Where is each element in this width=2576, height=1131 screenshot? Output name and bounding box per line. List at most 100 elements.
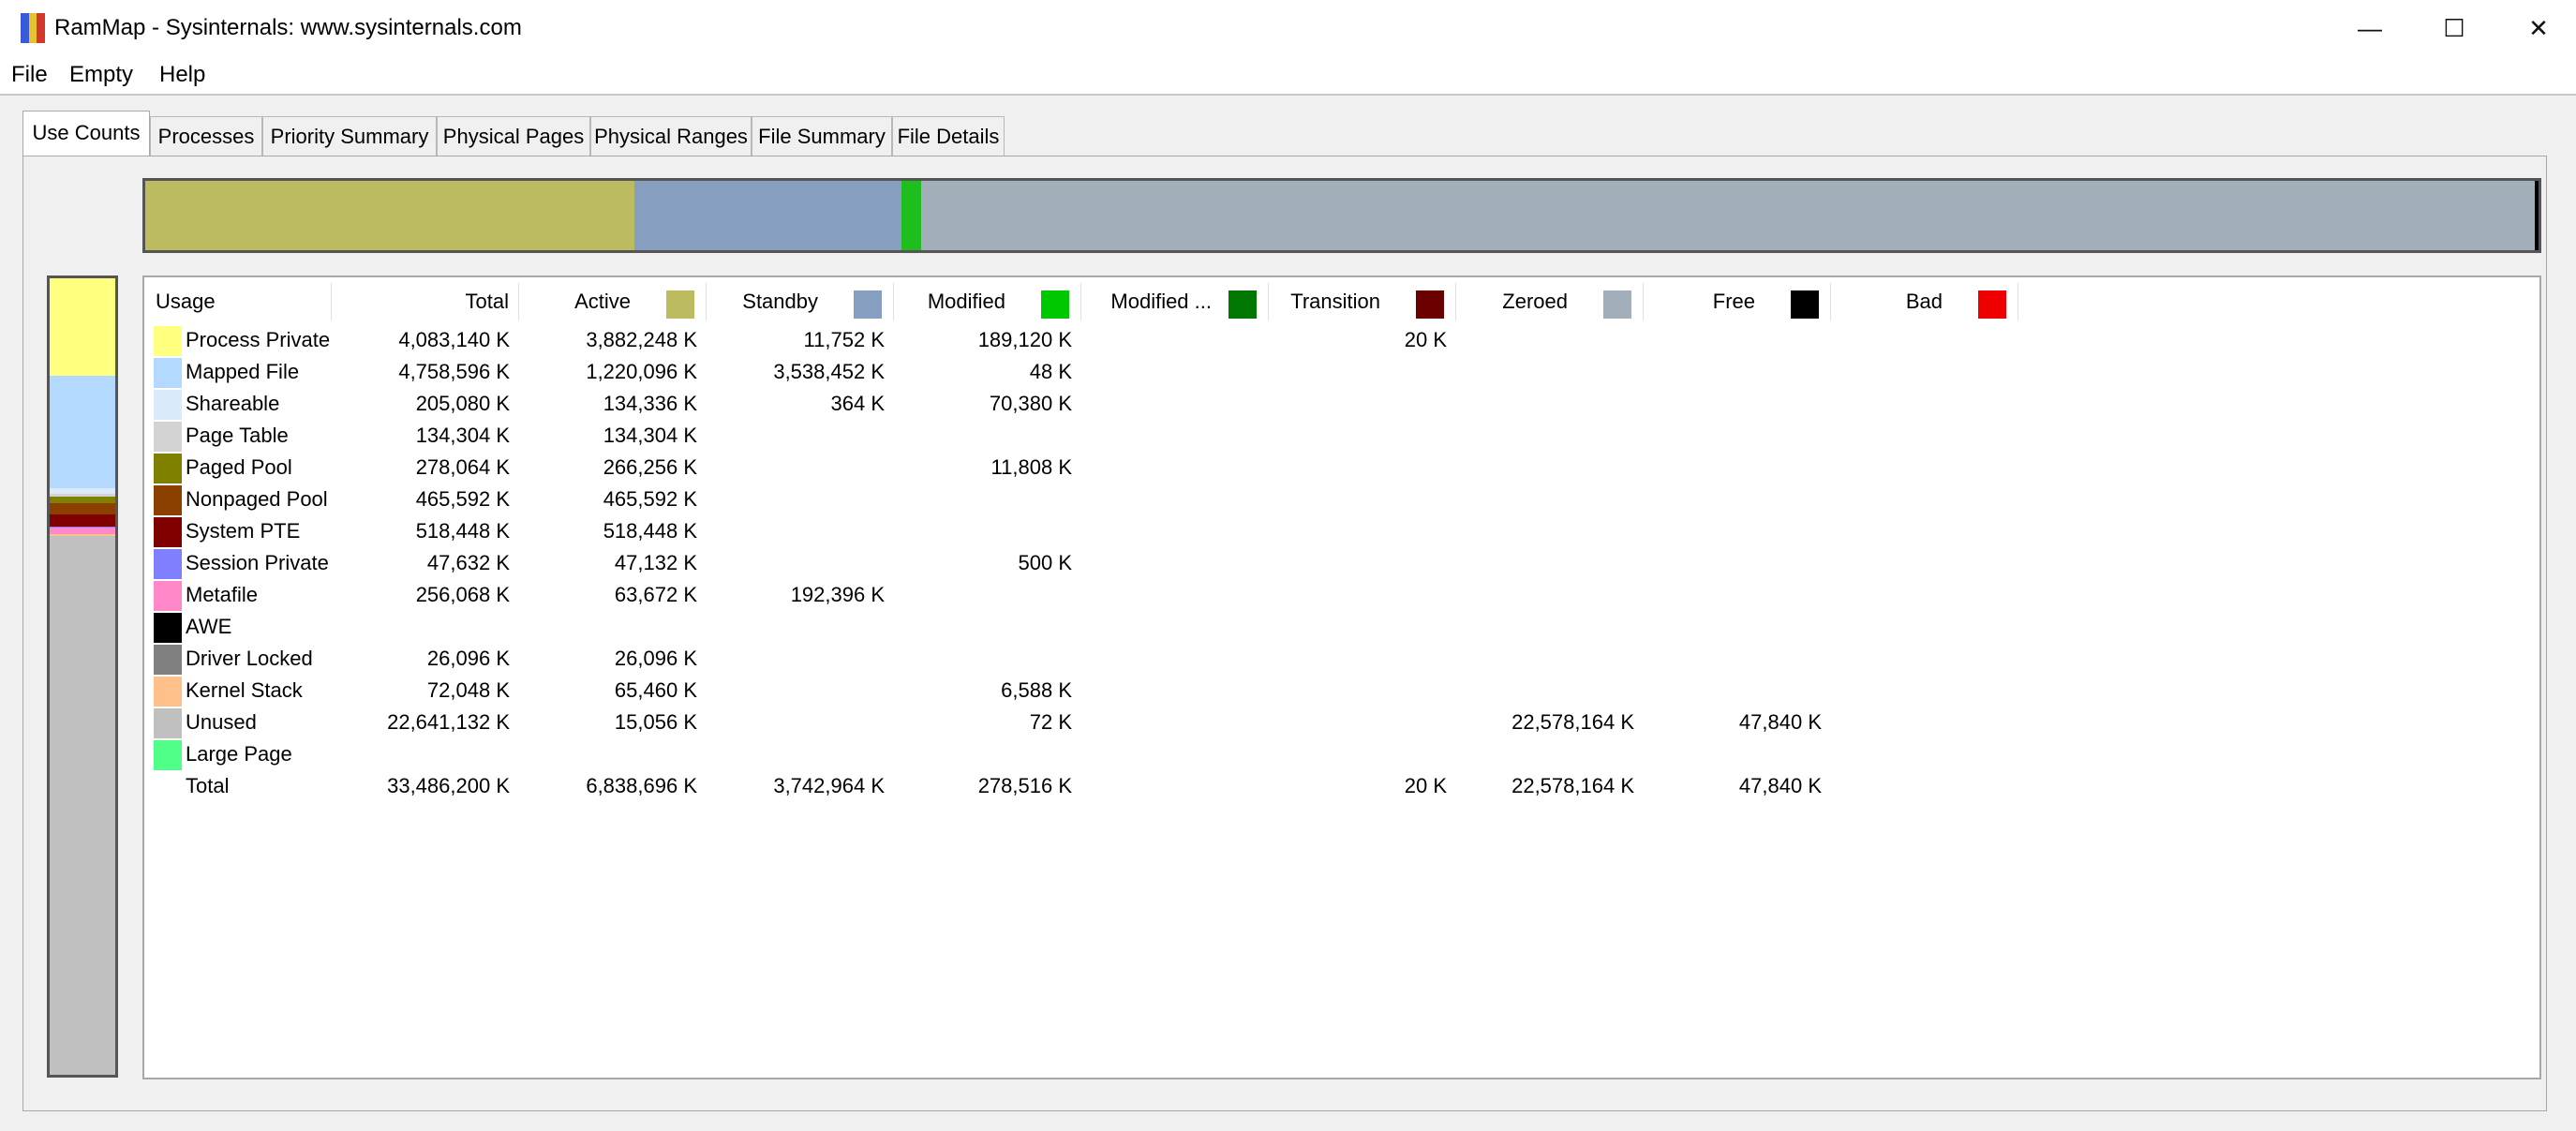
table-cell: 48 K <box>1029 360 1072 383</box>
tab-file-details[interactable]: File Details <box>892 116 1005 156</box>
column-header-label: Active <box>574 290 631 313</box>
column-header-usage[interactable]: Usage <box>144 283 332 320</box>
category-bar-segment-mapped-file <box>50 375 115 489</box>
column-header-transition[interactable]: Transition <box>1269 283 1456 320</box>
table-cell: 11,752 K <box>803 328 885 351</box>
table-cell: 192,396 K <box>790 583 885 606</box>
table-row[interactable]: Unused 22,641,132 K 15,056 K 72 K 22,578,164… <box>144 708 2539 740</box>
table-row[interactable]: Session Private 47,632 K 47,132 K 500 K <box>144 549 2539 581</box>
column-header-label: Usage <box>156 290 216 313</box>
column-header-standby[interactable]: Standby <box>707 283 894 320</box>
table-row[interactable]: Driver Locked 26,096 K 26,096 K <box>144 645 2539 677</box>
table-cell: 256,068 K <box>415 583 510 606</box>
column-header-modified[interactable]: Modified ... <box>1081 283 1269 320</box>
table-cell: 134,336 K <box>603 392 697 415</box>
column-header-label: Modified ... <box>1110 290 1212 313</box>
tab-use-counts[interactable]: Use Counts <box>22 111 150 157</box>
table-row[interactable]: AWE <box>144 613 2539 645</box>
usage-color-swatch <box>154 645 182 675</box>
tab-priority-summary[interactable]: Priority Summary <box>262 116 437 156</box>
column-header-modified[interactable]: Modified <box>894 283 1081 320</box>
maximize-icon[interactable]: ☐ <box>2443 13 2465 42</box>
usage-bar-segment-standby <box>633 181 902 250</box>
usage-color-swatch <box>154 485 182 515</box>
rammap-app-icon <box>21 13 46 43</box>
usage-bar-segment-zeroed <box>921 181 2536 250</box>
tab-file-summary[interactable]: File Summary <box>752 116 892 156</box>
usage-color-swatch <box>154 708 182 738</box>
table-cell: 26,096 K <box>426 647 510 670</box>
table-cell: 47,632 K <box>426 551 510 574</box>
table-row[interactable]: System PTE 518,448 K 518,448 K <box>144 517 2539 549</box>
category-bar-segment-page-table <box>50 493 115 497</box>
usage-name: Process Private <box>186 328 331 351</box>
usage-color-swatch <box>154 677 182 707</box>
category-bar-segment-paged-pool <box>50 496 115 503</box>
usage-color-swatch <box>154 740 182 770</box>
column-header-label: Standby <box>742 290 818 313</box>
menu-file[interactable]: File <box>11 62 48 87</box>
table-cell: 518,448 K <box>415 519 510 543</box>
usage-name: Metafile <box>186 583 259 606</box>
column-header-label: Transition <box>1290 290 1380 313</box>
table-cell: 500 K <box>1018 551 1073 574</box>
column-color-swatch <box>666 290 694 319</box>
table-cell: 63,672 K <box>614 583 697 606</box>
table-row[interactable]: Metafile 256,068 K 63,672 K 192,396 K <box>144 581 2539 613</box>
usage-name: System PTE <box>186 519 301 543</box>
category-bar-segment-session-private <box>50 526 115 528</box>
usage-color-swatch <box>154 326 182 356</box>
tab-physical-ranges[interactable]: Physical Ranges <box>590 116 752 156</box>
table-row[interactable]: Total 33,486,200 K 6,838,696 K 3,742,964 K 2… <box>144 772 2539 804</box>
menu-empty[interactable]: Empty <box>69 62 134 87</box>
table-row[interactable]: Page Table 134,304 K 134,304 K <box>144 422 2539 454</box>
usage-bar-segment-active <box>145 181 634 250</box>
usage-name: AWE <box>186 615 232 638</box>
usage-name: Total <box>186 774 230 797</box>
category-bar-segment-kernel-stack <box>50 534 115 537</box>
table-cell: 47,840 K <box>1738 710 1822 734</box>
table-cell: 278,516 K <box>977 774 1072 797</box>
table-row[interactable]: Mapped File 4,758,596 K 1,220,096 K 3,538,4… <box>144 358 2539 390</box>
column-header-label: Total <box>465 290 509 313</box>
menu-help[interactable]: Help <box>159 62 206 87</box>
usage-bar-segment-modified <box>901 181 922 250</box>
column-header-label: Zeroed <box>1502 290 1568 313</box>
tab-physical-pages[interactable]: Physical Pages <box>437 116 590 156</box>
table-cell: 189,120 K <box>977 328 1072 351</box>
column-header-label: Free <box>1712 290 1755 313</box>
tab-processes[interactable]: Processes <box>150 116 262 156</box>
column-header-zeroed[interactable]: Zeroed <box>1456 283 1644 320</box>
table-cell: 3,882,248 K <box>586 328 697 351</box>
minimize-icon[interactable]: — <box>2358 13 2382 42</box>
column-header-total[interactable]: Total <box>332 283 519 320</box>
table-cell: 20 K <box>1404 328 1447 351</box>
table-cell: 278,064 K <box>415 455 510 479</box>
column-header-bad[interactable]: Bad <box>1831 283 2018 320</box>
table-cell: 134,304 K <box>603 424 697 447</box>
column-header-label: Bad <box>1905 290 1943 313</box>
table-row[interactable]: Large Page <box>144 740 2539 772</box>
close-icon[interactable]: ✕ <box>2528 13 2549 42</box>
table-row[interactable]: Process Private 4,083,140 K 3,882,248 K 11,… <box>144 326 2539 358</box>
table-row[interactable]: Nonpaged Pool 465,592 K 465,592 K <box>144 485 2539 517</box>
table-row[interactable]: Kernel Stack 72,048 K 65,460 K 6,588 K <box>144 677 2539 708</box>
column-header-free[interactable]: Free <box>1644 283 1831 320</box>
usage-name: Large Page <box>186 742 292 766</box>
usage-color-swatch <box>154 549 182 579</box>
column-header-active[interactable]: Active <box>519 283 707 320</box>
table-cell: 6,838,696 K <box>586 774 697 797</box>
table-cell: 22,641,132 K <box>387 710 510 734</box>
category-bar-segment-nonpaged-pool <box>50 503 115 514</box>
table-row[interactable]: Paged Pool 278,064 K 266,256 K 11,808 K <box>144 454 2539 485</box>
table-cell: 72 K <box>1029 710 1072 734</box>
column-color-swatch <box>1603 290 1631 319</box>
category-bar-segment-unused <box>50 536 115 1075</box>
memory-usage-bar <box>142 178 2541 253</box>
column-color-swatch <box>1978 290 2006 319</box>
usage-name: Nonpaged Pool <box>186 487 328 511</box>
category-bar-segment-shareable <box>50 488 115 494</box>
table-cell: 465,592 K <box>415 487 510 511</box>
column-color-swatch <box>1791 290 1819 319</box>
table-row[interactable]: Shareable 205,080 K 134,336 K 364 K 70,380 K <box>144 390 2539 422</box>
